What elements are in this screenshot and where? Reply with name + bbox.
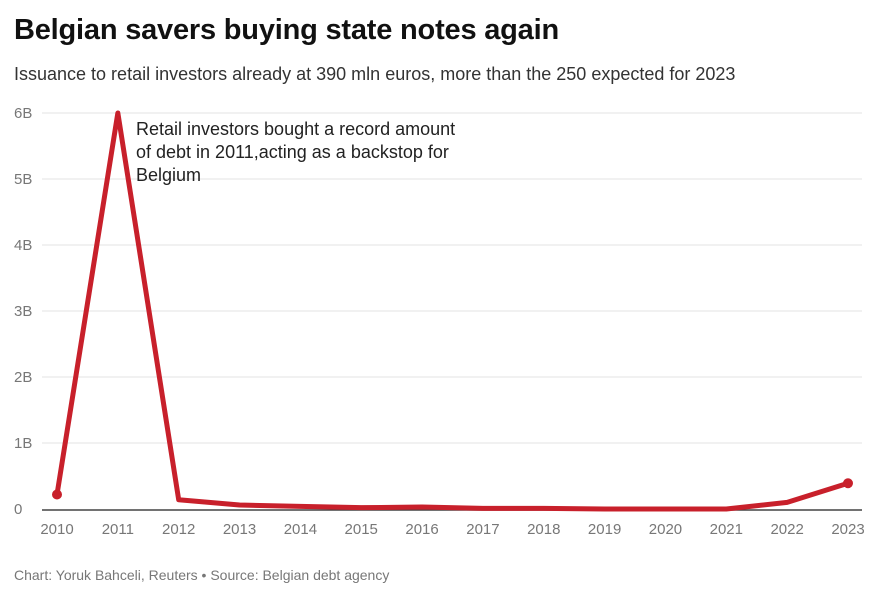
x-tick-label: 2014 — [284, 521, 317, 538]
x-tick-label: 2013 — [223, 521, 256, 538]
y-tick-label: 3B — [14, 303, 32, 320]
series-line — [54, 110, 851, 512]
series-endpoint-marker — [52, 489, 62, 500]
x-tick-label: 2018 — [527, 521, 560, 538]
y-tick-label: 5B — [14, 171, 32, 188]
series-layer — [52, 110, 853, 512]
y-tick-label: 1B — [14, 435, 32, 452]
x-tick-label: 2012 — [162, 521, 195, 538]
x-tick-label: 2011 — [102, 521, 134, 538]
y-axis-ticks: 0 1B 2B 3B 4B 5B 6B — [14, 105, 32, 518]
y-tick-label: 2B — [14, 369, 32, 386]
x-tick-label: 2020 — [649, 521, 682, 538]
y-tick-label: 0 — [14, 501, 22, 518]
x-tick-label: 2021 — [710, 521, 743, 538]
x-axis-ticks: 2010 2011 2012 2013 2014 2015 2016 2017 2018 2019… — [40, 521, 864, 538]
chart-source-footer: Chart: Yoruk Bahceli, Reuters • Source: … — [14, 567, 390, 583]
chart-subtitle: Issuance to retail investors already at … — [14, 64, 736, 84]
y-tick-label: 4B — [14, 237, 32, 254]
x-tick-label: 2023 — [831, 521, 864, 538]
x-tick-label: 2015 — [345, 521, 378, 538]
x-tick-label: 2017 — [466, 521, 499, 538]
x-tick-label: 2010 — [40, 521, 73, 538]
y-tick-label: 6B — [14, 105, 32, 122]
series-endpoint-marker — [843, 478, 853, 489]
chart-title: Belgian savers buying state notes again — [14, 14, 559, 46]
chart-annotation: Retail investors bought a record amount … — [136, 119, 456, 185]
x-tick-label: 2022 — [770, 521, 803, 538]
x-tick-label: 2016 — [405, 521, 438, 538]
gridlines — [42, 112, 862, 444]
x-tick-label: 2019 — [588, 521, 621, 538]
